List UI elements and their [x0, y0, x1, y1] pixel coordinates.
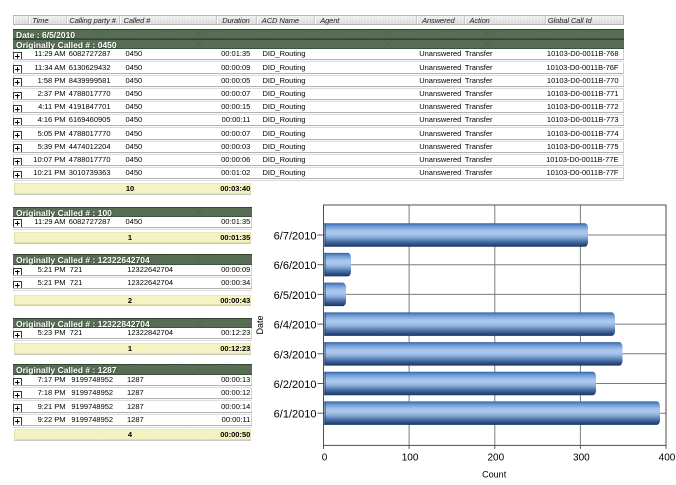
svg-text:100: 100 — [402, 453, 419, 464]
svg-text:6/5/2010: 6/5/2010 — [274, 290, 317, 302]
svg-text:400: 400 — [659, 453, 676, 464]
svg-text:300: 300 — [573, 453, 590, 464]
svg-text:200: 200 — [487, 453, 504, 464]
svg-text:Date: Date — [255, 315, 265, 334]
svg-text:6/7/2010: 6/7/2010 — [274, 231, 317, 243]
svg-text:6/1/2010: 6/1/2010 — [274, 409, 317, 421]
svg-text:6/2/2010: 6/2/2010 — [274, 379, 317, 391]
svg-text:6/4/2010: 6/4/2010 — [274, 320, 317, 332]
svg-text:6/6/2010: 6/6/2010 — [274, 260, 317, 272]
svg-text:Count: Count — [482, 470, 507, 480]
svg-text:0: 0 — [322, 453, 328, 464]
svg-text:6/3/2010: 6/3/2010 — [274, 349, 317, 361]
